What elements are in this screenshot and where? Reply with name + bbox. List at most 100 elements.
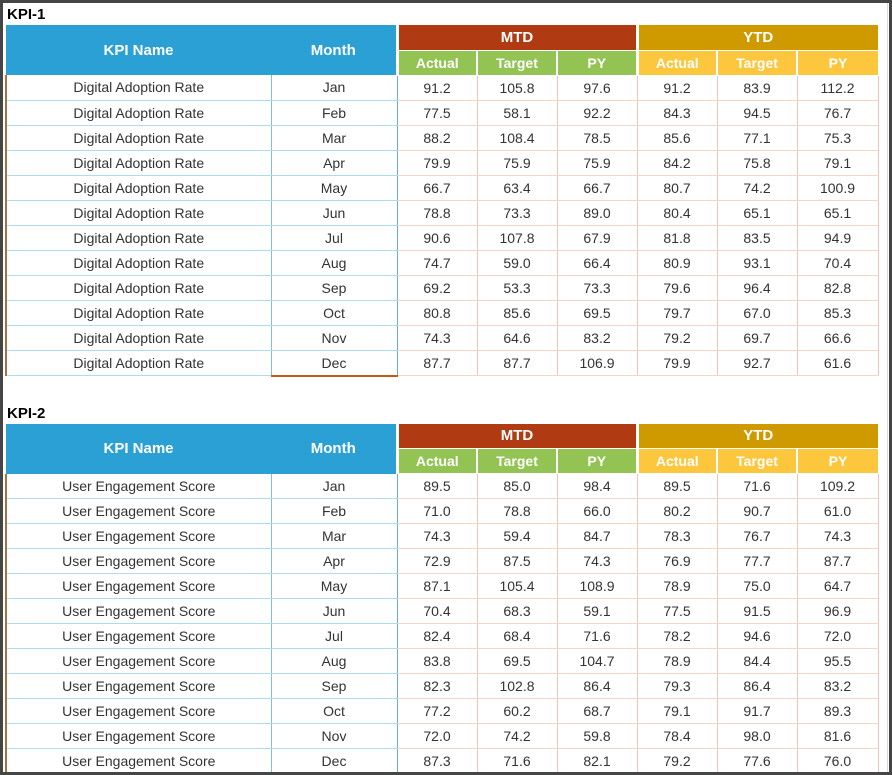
mtd-target-cell[interactable]: 78.8 xyxy=(476,498,557,524)
month-cell[interactable]: Jan xyxy=(270,473,398,499)
mtd-actual-cell[interactable]: 87.3 xyxy=(396,748,477,772)
kpi-name-cell[interactable]: Digital Adoption Rate xyxy=(5,75,271,101)
ytd-target-cell[interactable]: 77.7 xyxy=(716,548,798,574)
kpi-name-cell[interactable]: User Engagement Score xyxy=(5,598,271,624)
ytd-py-cell[interactable]: 89.3 xyxy=(796,698,879,724)
mtd-actual-cell[interactable]: 79.9 xyxy=(396,150,477,176)
kpi-name-cell[interactable]: User Engagement Score xyxy=(5,473,271,499)
ytd-actual-cell[interactable]: 78.9 xyxy=(636,573,718,599)
month-cell[interactable]: Sep xyxy=(270,275,398,301)
month-cell[interactable]: Jul xyxy=(270,623,398,649)
kpi-name-cell[interactable]: User Engagement Score xyxy=(5,623,271,649)
mtd-py-cell[interactable]: 78.5 xyxy=(556,125,638,151)
ytd-py-cell[interactable]: 94.9 xyxy=(796,225,879,251)
mtd-py-cell[interactable]: 92.2 xyxy=(556,100,638,126)
kpi-name-cell[interactable]: User Engagement Score xyxy=(5,498,271,524)
ytd-actual-cell[interactable]: 77.5 xyxy=(636,598,718,624)
mtd-py-cell[interactable]: 98.4 xyxy=(556,473,638,499)
ytd-target-cell[interactable]: 75.8 xyxy=(716,150,798,176)
month-cell[interactable]: Feb xyxy=(270,100,398,126)
mtd-py-cell[interactable]: 106.9 xyxy=(556,350,638,376)
mtd-target-cell[interactable]: 68.3 xyxy=(476,598,557,624)
ytd-actual-cell[interactable]: 78.3 xyxy=(636,523,718,549)
month-cell[interactable]: Aug xyxy=(270,648,398,674)
mtd-target-cell[interactable]: 87.7 xyxy=(476,350,557,376)
mtd-actual-cell[interactable]: 90.6 xyxy=(396,225,477,251)
mtd-py-cell[interactable]: 84.7 xyxy=(556,523,638,549)
mtd-actual-cell[interactable]: 69.2 xyxy=(396,275,477,301)
ytd-py-cell[interactable]: 100.9 xyxy=(796,175,879,201)
ytd-actual-cell[interactable]: 78.4 xyxy=(636,723,718,749)
kpi-name-cell[interactable]: Digital Adoption Rate xyxy=(5,250,271,276)
ytd-py-cell[interactable]: 65.1 xyxy=(796,200,879,226)
mtd-target-cell[interactable]: 85.0 xyxy=(476,473,557,499)
mtd-py-cell[interactable]: 59.8 xyxy=(556,723,638,749)
mtd-py-header[interactable]: PY xyxy=(555,448,638,474)
ytd-target-cell[interactable]: 83.9 xyxy=(716,75,798,101)
ytd-actual-cell[interactable]: 76.9 xyxy=(636,548,718,574)
month-cell[interactable]: Oct xyxy=(270,698,398,724)
month-cell[interactable]: May xyxy=(270,573,398,599)
ytd-py-cell[interactable]: 75.3 xyxy=(796,125,879,151)
ytd-actual-cell[interactable]: 78.2 xyxy=(636,623,718,649)
kpi-name-cell[interactable]: Digital Adoption Rate xyxy=(5,150,271,176)
mtd-py-cell[interactable]: 73.3 xyxy=(556,275,638,301)
ytd-target-cell[interactable]: 93.1 xyxy=(716,250,798,276)
kpi-name-cell[interactable]: Digital Adoption Rate xyxy=(5,300,271,326)
mtd-target-cell[interactable]: 74.2 xyxy=(476,723,557,749)
month-cell[interactable]: Apr xyxy=(270,150,398,176)
mtd-py-cell[interactable]: 66.0 xyxy=(556,498,638,524)
kpi-name-cell[interactable]: Digital Adoption Rate xyxy=(5,325,271,351)
ytd-py-cell[interactable]: 64.7 xyxy=(796,573,879,599)
mtd-target-cell[interactable]: 68.4 xyxy=(476,623,557,649)
mtd-actual-cell[interactable]: 74.3 xyxy=(396,523,477,549)
ytd-target-cell[interactable]: 67.0 xyxy=(716,300,798,326)
ytd-target-cell[interactable]: 77.1 xyxy=(716,125,798,151)
kpi-name-column-header[interactable]: KPI Name xyxy=(6,25,271,75)
mtd-actual-cell[interactable]: 80.8 xyxy=(396,300,477,326)
ytd-target-cell[interactable]: 75.0 xyxy=(716,573,798,599)
ytd-target-cell[interactable]: 71.6 xyxy=(716,473,798,499)
kpi-name-cell[interactable]: User Engagement Score xyxy=(5,723,271,749)
mtd-target-cell[interactable]: 69.5 xyxy=(476,648,557,674)
ytd-actual-cell[interactable]: 78.9 xyxy=(636,648,718,674)
ytd-target-header[interactable]: Target xyxy=(716,50,798,76)
ytd-group-header[interactable]: YTD xyxy=(635,25,879,51)
mtd-py-cell[interactable]: 69.5 xyxy=(556,300,638,326)
ytd-py-cell[interactable]: 66.6 xyxy=(796,325,879,351)
ytd-py-cell[interactable]: 72.0 xyxy=(796,623,879,649)
ytd-target-cell[interactable]: 94.6 xyxy=(716,623,798,649)
mtd-py-cell[interactable]: 66.4 xyxy=(556,250,638,276)
month-cell[interactable]: Jul xyxy=(270,225,398,251)
mtd-target-cell[interactable]: 53.3 xyxy=(476,275,557,301)
mtd-target-header[interactable]: Target xyxy=(476,448,557,474)
kpi-name-column-header[interactable]: KPI Name xyxy=(6,423,271,474)
mtd-actual-cell[interactable]: 87.7 xyxy=(396,350,477,376)
ytd-actual-cell[interactable]: 84.2 xyxy=(636,150,718,176)
mtd-py-cell[interactable]: 74.3 xyxy=(556,548,638,574)
ytd-target-cell[interactable]: 74.2 xyxy=(716,175,798,201)
month-cell[interactable]: Jun xyxy=(270,200,398,226)
mtd-py-cell[interactable]: 68.7 xyxy=(556,698,638,724)
mtd-actual-cell[interactable]: 72.0 xyxy=(396,723,477,749)
ytd-actual-cell[interactable]: 79.9 xyxy=(636,350,718,376)
kpi-name-cell[interactable]: Digital Adoption Rate xyxy=(5,175,271,201)
mtd-target-cell[interactable]: 60.2 xyxy=(476,698,557,724)
mtd-target-cell[interactable]: 58.1 xyxy=(476,100,557,126)
ytd-py-cell[interactable]: 95.5 xyxy=(796,648,879,674)
mtd-py-cell[interactable]: 86.4 xyxy=(556,673,638,699)
kpi-name-cell[interactable]: Digital Adoption Rate xyxy=(5,225,271,251)
ytd-py-cell[interactable]: 76.0 xyxy=(796,748,879,772)
kpi-name-cell[interactable]: User Engagement Score xyxy=(5,698,271,724)
ytd-py-cell[interactable]: 79.1 xyxy=(796,150,879,176)
mtd-group-header[interactable]: MTD xyxy=(395,423,638,450)
ytd-py-cell[interactable]: 82.8 xyxy=(796,275,879,301)
ytd-actual-cell[interactable]: 80.4 xyxy=(636,200,718,226)
ytd-py-cell[interactable]: 85.3 xyxy=(796,300,879,326)
ytd-actual-cell[interactable]: 80.7 xyxy=(636,175,718,201)
mtd-target-cell[interactable]: 108.4 xyxy=(476,125,557,151)
ytd-target-cell[interactable]: 98.0 xyxy=(716,723,798,749)
mtd-py-cell[interactable]: 83.2 xyxy=(556,325,638,351)
mtd-target-cell[interactable]: 85.6 xyxy=(476,300,557,326)
month-cell[interactable]: Mar xyxy=(270,523,398,549)
